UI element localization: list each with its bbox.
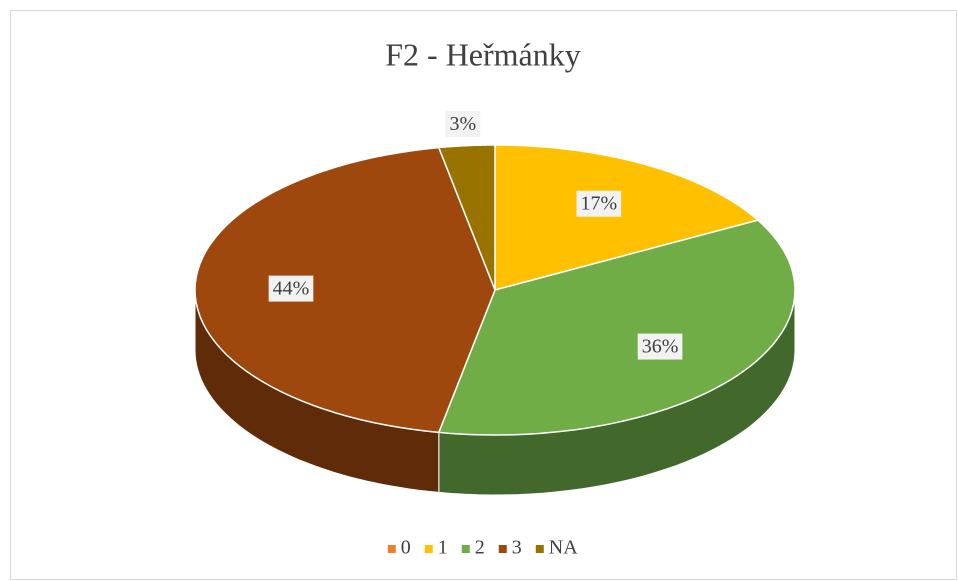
data-label-box <box>576 190 622 217</box>
legend-label: 1 <box>438 537 448 559</box>
legend-label: NA <box>549 537 578 559</box>
chart-title: F2 - Heřmánky <box>385 36 581 72</box>
pie-tops <box>194 144 796 436</box>
legend-swatch <box>424 545 433 553</box>
data-label-box <box>445 111 481 138</box>
data-label-box <box>268 275 314 302</box>
data-labels: 17% 36% 44% 3% <box>268 111 683 360</box>
data-label: 36% <box>642 336 679 358</box>
legend-label: 3 <box>512 537 522 559</box>
slice <box>437 144 496 291</box>
slice <box>194 146 496 434</box>
legend-swatch <box>387 545 396 553</box>
legend-swatch <box>535 545 544 553</box>
data-label-box <box>637 333 683 360</box>
legend-swatch <box>498 545 507 553</box>
legend-swatch <box>461 545 470 553</box>
data-label: 3% <box>449 113 476 135</box>
slice <box>494 144 760 291</box>
slice <box>437 219 796 436</box>
data-label: 44% <box>273 278 310 300</box>
legend-label: 0 <box>401 537 411 559</box>
legend: 0 1 2 3 NA <box>387 537 578 559</box>
data-label: 17% <box>581 193 618 215</box>
legend-label: 2 <box>475 537 485 559</box>
